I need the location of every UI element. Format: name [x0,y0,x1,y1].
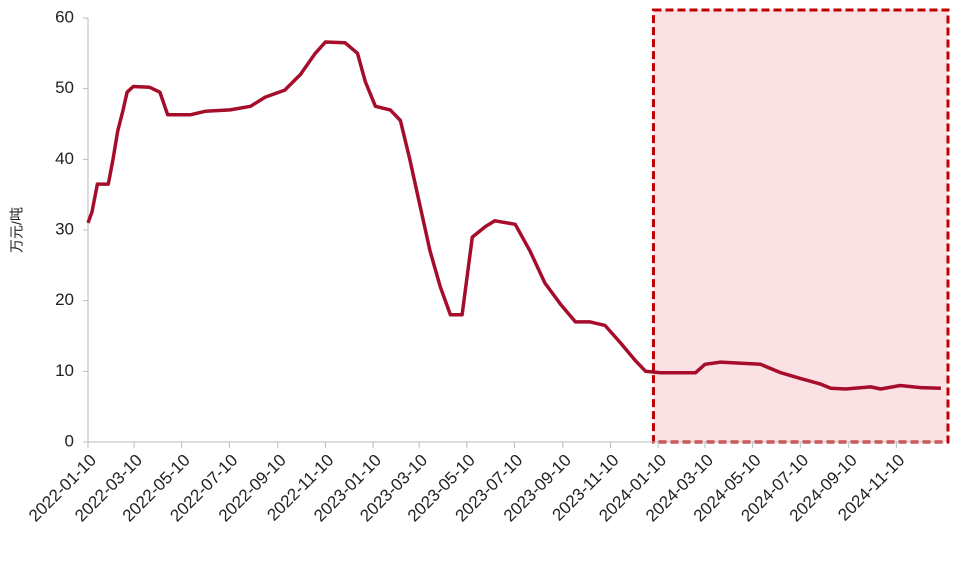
y-tick-label: 40 [55,149,74,168]
line-series [86,40,941,391]
y-tick-label: 50 [55,78,74,97]
highlight-region [651,8,950,444]
y-tick-label: 60 [55,7,74,26]
y-tick-label: 0 [65,431,74,450]
y-tick-label: 20 [55,290,74,309]
y-tick-label: 30 [55,219,74,238]
y-axis-label: 万元/吨 [9,207,25,253]
y-tick-label: 10 [55,361,74,380]
